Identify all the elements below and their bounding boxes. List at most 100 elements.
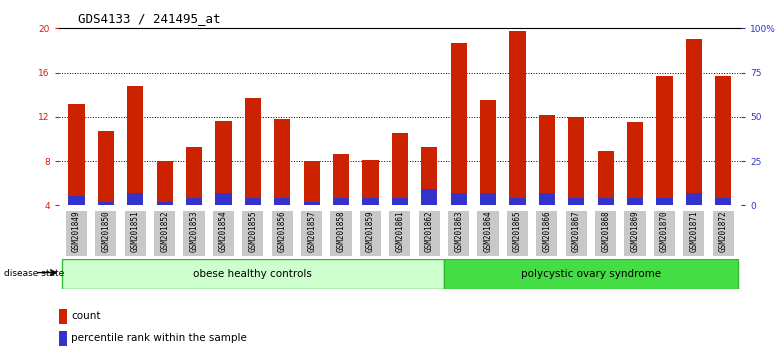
Bar <box>539 193 555 205</box>
Bar <box>597 198 614 205</box>
FancyBboxPatch shape <box>654 211 675 256</box>
FancyBboxPatch shape <box>154 211 175 256</box>
Text: GSM201859: GSM201859 <box>366 211 375 252</box>
Bar <box>597 151 614 205</box>
Text: GSM201853: GSM201853 <box>190 211 198 252</box>
Text: GSM201850: GSM201850 <box>101 211 111 252</box>
Bar <box>362 198 379 205</box>
Text: polycystic ovary syndrome: polycystic ovary syndrome <box>521 269 661 279</box>
Bar <box>59 331 67 346</box>
Bar <box>303 202 320 205</box>
Bar <box>157 161 172 205</box>
FancyBboxPatch shape <box>96 211 116 256</box>
Text: GSM201865: GSM201865 <box>513 211 522 252</box>
FancyBboxPatch shape <box>713 211 734 256</box>
Bar <box>510 198 525 205</box>
Text: GSM201862: GSM201862 <box>425 211 434 252</box>
Text: count: count <box>71 312 100 321</box>
Text: GSM201849: GSM201849 <box>72 211 81 252</box>
FancyBboxPatch shape <box>419 211 440 256</box>
Text: GSM201861: GSM201861 <box>395 211 405 252</box>
FancyBboxPatch shape <box>331 211 351 256</box>
Text: GSM201852: GSM201852 <box>160 211 169 252</box>
Bar <box>216 193 231 205</box>
Bar <box>274 119 290 205</box>
Text: GSM201851: GSM201851 <box>131 211 140 252</box>
Bar <box>303 161 320 205</box>
Bar <box>186 198 202 205</box>
Text: percentile rank within the sample: percentile rank within the sample <box>71 333 247 343</box>
FancyBboxPatch shape <box>183 211 205 256</box>
Bar <box>568 198 584 205</box>
Text: obese healthy controls: obese healthy controls <box>194 269 312 279</box>
FancyBboxPatch shape <box>444 259 738 289</box>
Bar <box>627 198 643 205</box>
Bar <box>333 154 349 205</box>
Bar <box>627 122 643 205</box>
FancyBboxPatch shape <box>360 211 381 256</box>
Text: GSM201857: GSM201857 <box>307 211 316 252</box>
FancyBboxPatch shape <box>301 211 322 256</box>
Bar <box>245 198 261 205</box>
Text: GDS4133 / 241495_at: GDS4133 / 241495_at <box>78 12 221 25</box>
FancyBboxPatch shape <box>242 211 263 256</box>
Bar <box>715 198 731 205</box>
Bar <box>98 202 114 205</box>
Bar <box>480 100 496 205</box>
Bar <box>127 193 143 205</box>
Bar <box>157 202 172 205</box>
Bar <box>686 193 702 205</box>
FancyBboxPatch shape <box>684 211 704 256</box>
Bar <box>392 133 408 205</box>
Text: GSM201866: GSM201866 <box>543 211 551 252</box>
FancyBboxPatch shape <box>448 211 469 256</box>
Bar <box>451 193 466 205</box>
Text: disease state: disease state <box>4 269 64 278</box>
FancyBboxPatch shape <box>565 211 586 256</box>
FancyBboxPatch shape <box>271 211 292 256</box>
Bar <box>539 115 555 205</box>
Text: GSM201856: GSM201856 <box>278 211 287 252</box>
Bar <box>98 131 114 205</box>
Bar <box>656 76 673 205</box>
FancyBboxPatch shape <box>62 259 444 289</box>
Bar <box>451 43 466 205</box>
Text: GSM201871: GSM201871 <box>689 211 699 252</box>
FancyBboxPatch shape <box>389 211 411 256</box>
Text: GSM201872: GSM201872 <box>719 211 728 252</box>
Bar <box>480 193 496 205</box>
Text: GSM201854: GSM201854 <box>219 211 228 252</box>
Text: GSM201855: GSM201855 <box>249 211 257 252</box>
Bar <box>274 198 290 205</box>
Bar <box>216 121 231 205</box>
Text: GSM201868: GSM201868 <box>601 211 610 252</box>
Bar <box>68 196 85 205</box>
Text: GSM201864: GSM201864 <box>484 211 492 252</box>
Bar <box>421 189 437 205</box>
Bar <box>421 147 437 205</box>
FancyBboxPatch shape <box>212 211 234 256</box>
Bar <box>510 30 525 205</box>
Text: GSM201869: GSM201869 <box>630 211 640 252</box>
Bar <box>656 198 673 205</box>
Bar <box>392 198 408 205</box>
Bar <box>686 39 702 205</box>
Text: GSM201858: GSM201858 <box>336 211 346 252</box>
Bar <box>362 160 379 205</box>
Bar <box>568 117 584 205</box>
Text: GSM201870: GSM201870 <box>660 211 669 252</box>
Bar <box>333 198 349 205</box>
Text: GSM201863: GSM201863 <box>454 211 463 252</box>
FancyBboxPatch shape <box>125 211 146 256</box>
FancyBboxPatch shape <box>506 211 528 256</box>
Text: GSM201867: GSM201867 <box>572 211 581 252</box>
Bar <box>127 86 143 205</box>
FancyBboxPatch shape <box>66 211 87 256</box>
FancyBboxPatch shape <box>595 211 616 256</box>
FancyBboxPatch shape <box>536 211 557 256</box>
Bar <box>59 309 67 324</box>
Bar <box>68 104 85 205</box>
Bar <box>186 147 202 205</box>
Bar <box>715 76 731 205</box>
FancyBboxPatch shape <box>624 211 646 256</box>
